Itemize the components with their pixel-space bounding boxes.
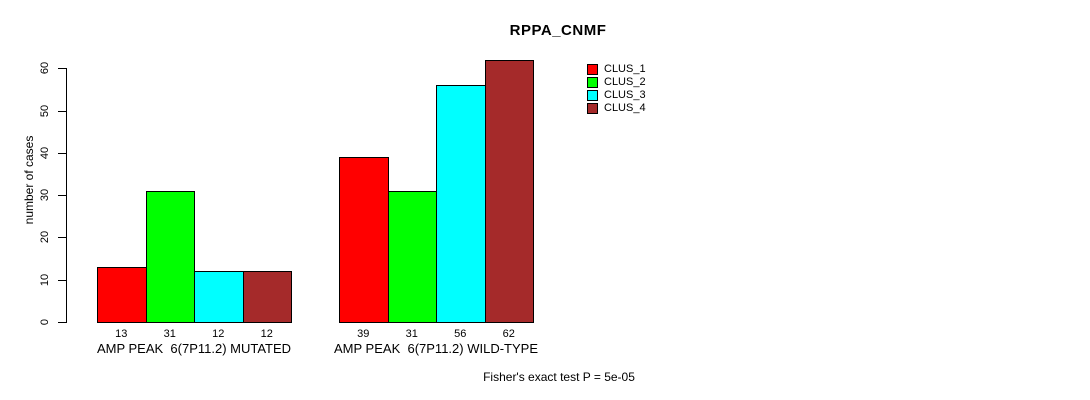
category-label-group1: AMP PEAK 6(7P11.2) MUTATED — [96, 341, 292, 356]
y-tick-label: 40 — [39, 146, 51, 159]
bar-value-label: 31 — [163, 328, 176, 340]
y-tick — [58, 152, 66, 154]
y-tick — [58, 68, 66, 70]
y-axis-label: number of cases — [22, 135, 36, 225]
y-tick — [58, 279, 66, 281]
bar-clus_3-group1 — [194, 271, 244, 323]
legend-swatch-icon — [587, 90, 598, 101]
legend-label: CLUS_4 — [604, 102, 646, 114]
bar-value-label: 62 — [502, 328, 515, 340]
bar-value-label: 39 — [357, 328, 370, 340]
bar-clus_3-group2 — [436, 85, 486, 323]
y-axis-line — [66, 68, 67, 323]
legend-row-clus_2: CLUS_2 — [587, 76, 646, 89]
bar-clus_2-group1 — [145, 190, 195, 323]
bar-value-label: 12 — [212, 328, 225, 340]
chart-title: RPPA_CNMF — [509, 22, 607, 39]
legend-label: CLUS_3 — [604, 89, 646, 101]
y-tick — [58, 322, 66, 323]
bar-clus_1-group1 — [97, 267, 147, 323]
legend-row-clus_4: CLUS_4 — [587, 102, 646, 115]
bar-value-label: 31 — [405, 328, 418, 340]
y-tick-label: 30 — [39, 188, 51, 202]
bar-clus_4-group2 — [484, 59, 534, 323]
y-tick-label: 10 — [39, 273, 51, 286]
legend-row-clus_1: CLUS_1 — [587, 63, 646, 76]
y-tick-label: 60 — [39, 62, 51, 75]
y-tick-label: 50 — [39, 104, 51, 117]
bar-clus_2-group2 — [387, 190, 437, 323]
legend-swatch-icon — [587, 77, 598, 88]
y-tick — [58, 110, 66, 112]
y-tick — [58, 195, 66, 197]
bar-clus_4-group1 — [242, 271, 292, 323]
bar-value-label: 13 — [115, 328, 128, 340]
legend-swatch-icon — [587, 103, 598, 114]
y-tick — [58, 237, 66, 239]
y-tick-label: 0 — [39, 318, 51, 326]
legend-label: CLUS_1 — [604, 63, 646, 75]
bar-value-label: 56 — [454, 328, 467, 340]
annotation-fisher-test: Fisher's exact test P = 5e-05 — [483, 370, 635, 384]
bar-clus_1-group2 — [339, 157, 389, 323]
legend-swatch-icon — [587, 64, 598, 75]
y-tick-label: 20 — [39, 231, 51, 244]
bar-value-label: 12 — [260, 328, 273, 340]
legend: CLUS_1 CLUS_2 CLUS_3 CLUS_4 — [587, 63, 646, 115]
legend-label: CLUS_2 — [604, 76, 646, 88]
category-label-group2: AMP PEAK 6(7P11.2) WILD-TYPE — [334, 341, 538, 356]
legend-row-clus_3: CLUS_3 — [587, 89, 646, 102]
